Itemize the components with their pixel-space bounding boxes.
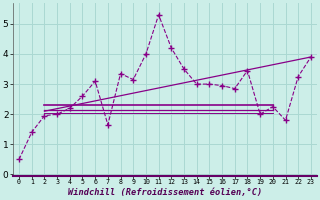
X-axis label: Windchill (Refroidissement éolien,°C): Windchill (Refroidissement éolien,°C) — [68, 188, 262, 197]
